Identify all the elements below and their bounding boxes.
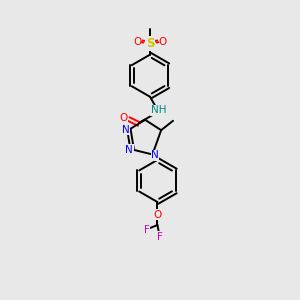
Text: F: F [144,226,150,236]
Text: O: O [159,37,167,47]
Text: O: O [119,113,128,123]
Text: N: N [151,150,159,160]
Text: O: O [153,210,162,220]
Text: NH: NH [151,105,167,116]
Text: F: F [158,232,163,242]
Text: N: N [125,145,133,154]
Text: N: N [122,125,130,135]
Text: S: S [146,37,154,50]
Text: O: O [133,37,141,47]
